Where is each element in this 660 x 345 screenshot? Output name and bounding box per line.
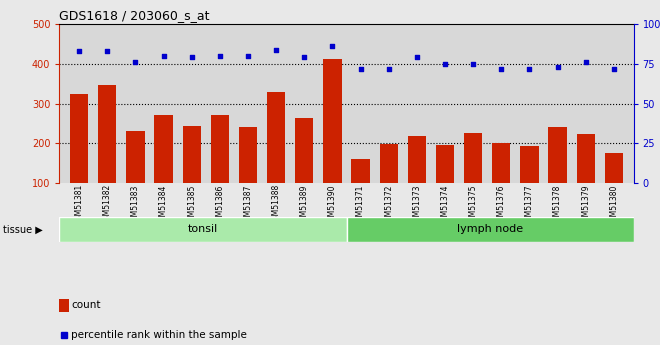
- Bar: [98, 85, 116, 183]
- Text: tissue ▶: tissue ▶: [3, 225, 43, 234]
- Point: [609, 66, 619, 71]
- Bar: [154, 116, 173, 183]
- Bar: [295, 118, 313, 183]
- Bar: [346, 217, 634, 241]
- Point: [158, 53, 169, 59]
- Point: [383, 66, 394, 71]
- Bar: [351, 159, 370, 183]
- Point: [214, 53, 225, 59]
- Bar: [59, 217, 346, 241]
- Point: [271, 47, 281, 52]
- Point: [243, 53, 253, 59]
- Bar: [548, 127, 567, 183]
- Text: count: count: [71, 300, 101, 310]
- Bar: [605, 153, 623, 183]
- Bar: [239, 127, 257, 183]
- Bar: [436, 145, 454, 183]
- Point: [524, 66, 535, 71]
- Text: tonsil: tonsil: [188, 225, 218, 234]
- Bar: [267, 92, 285, 183]
- Bar: [520, 146, 539, 183]
- Point: [299, 55, 310, 60]
- Bar: [379, 144, 398, 183]
- Point: [327, 43, 338, 49]
- Point: [412, 55, 422, 60]
- Text: GDS1618 / 203060_s_at: GDS1618 / 203060_s_at: [59, 9, 210, 22]
- Bar: [183, 126, 201, 183]
- Point: [186, 55, 197, 60]
- Point: [102, 48, 113, 54]
- Text: lymph node: lymph node: [457, 225, 523, 234]
- Bar: [126, 131, 145, 183]
- Bar: [464, 133, 482, 183]
- Point: [440, 61, 450, 67]
- Bar: [492, 143, 510, 183]
- Point: [552, 64, 563, 70]
- Point: [74, 48, 84, 54]
- Point: [130, 59, 141, 65]
- Bar: [408, 136, 426, 183]
- Point: [581, 59, 591, 65]
- Point: [355, 66, 366, 71]
- Point: [468, 61, 478, 67]
- Bar: [577, 135, 595, 183]
- Bar: [323, 59, 342, 183]
- Bar: [211, 116, 229, 183]
- Bar: [70, 93, 88, 183]
- Text: percentile rank within the sample: percentile rank within the sample: [71, 330, 247, 339]
- Point: [496, 66, 507, 71]
